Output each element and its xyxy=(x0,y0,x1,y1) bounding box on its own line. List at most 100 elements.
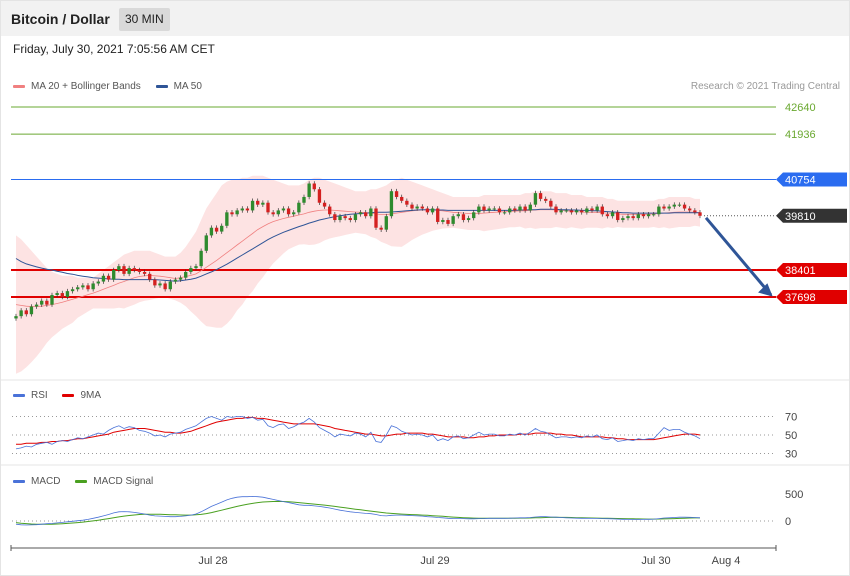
rsi-line xyxy=(15,416,701,450)
candle-body xyxy=(358,212,363,215)
x-tick-label: Jul 29 xyxy=(420,555,449,567)
candle-body xyxy=(379,227,383,230)
candle-body xyxy=(45,300,49,305)
candle-body xyxy=(466,218,471,221)
candle-body xyxy=(502,212,507,214)
candle-body xyxy=(667,206,671,209)
candle-body xyxy=(446,220,450,224)
signal-swatch xyxy=(75,479,88,483)
macd-legend-label: MACD xyxy=(31,476,61,487)
x-tick-label: Aug 4 xyxy=(712,555,741,567)
candle-body xyxy=(214,227,219,232)
candle-body xyxy=(595,206,599,211)
candle-body xyxy=(477,206,481,213)
candle-body xyxy=(322,202,327,207)
candle-body xyxy=(384,216,388,230)
candle-body xyxy=(281,208,286,211)
candle-body xyxy=(554,206,558,213)
level-tag-last-price xyxy=(776,208,847,223)
candle-body xyxy=(600,206,604,215)
forecast-arrow-shaft xyxy=(704,216,773,296)
candle-body xyxy=(508,208,512,213)
ma9-swatch xyxy=(62,393,75,397)
level-tag-support xyxy=(776,290,847,304)
candle-body xyxy=(65,291,70,297)
candle-body xyxy=(312,183,316,190)
candle-body xyxy=(225,212,229,226)
candle-body xyxy=(528,204,532,211)
timeframe-badge[interactable]: 30 MIN xyxy=(119,8,170,31)
candle-body xyxy=(657,206,661,215)
candle-body xyxy=(230,212,234,215)
macd-line xyxy=(15,495,701,526)
candle-body xyxy=(292,212,296,215)
candle-body xyxy=(271,212,275,215)
candle-body xyxy=(698,212,702,216)
x-tick-label: Jul 28 xyxy=(198,555,227,567)
rsi-legend: RSI 9MA xyxy=(13,390,101,401)
candle-body xyxy=(117,266,121,271)
candle-body xyxy=(564,210,568,212)
candle-body xyxy=(168,281,172,290)
candle-body xyxy=(199,250,203,267)
candle-body xyxy=(276,210,280,215)
candle-body xyxy=(688,208,692,211)
candle-body xyxy=(70,289,75,292)
candle-body xyxy=(544,198,548,201)
candle-body xyxy=(132,268,136,271)
candle-body xyxy=(261,202,265,205)
candle-body xyxy=(364,212,368,217)
candle-body xyxy=(245,208,250,211)
candle-body xyxy=(523,206,527,211)
ma50-legend-label: MA 50 xyxy=(173,81,202,92)
candle-body xyxy=(60,293,64,297)
candle-body xyxy=(101,275,106,282)
candle-body xyxy=(559,210,563,213)
candle-body xyxy=(682,204,687,209)
candle-body xyxy=(415,206,419,209)
candle-body xyxy=(569,210,574,213)
candle-body xyxy=(394,191,399,197)
candle-body xyxy=(122,266,126,274)
rsi-legend-label: RSI xyxy=(31,390,48,401)
candle-body xyxy=(302,196,306,203)
rsi-swatch xyxy=(13,393,25,397)
candle-body xyxy=(492,208,496,210)
candle-body xyxy=(405,200,409,205)
candle-body xyxy=(610,212,615,217)
ma9-legend-label: 9MA xyxy=(80,390,102,401)
signal-legend-label: MACD Signal xyxy=(93,476,154,487)
candle-body xyxy=(652,214,656,216)
candle-body xyxy=(173,279,178,282)
rsi-tick-label: 30 xyxy=(785,449,797,461)
candle-body xyxy=(153,279,157,286)
candle-body xyxy=(369,208,373,217)
candle-body xyxy=(235,210,239,215)
level-tag-support xyxy=(776,262,847,277)
macd-swatch xyxy=(13,479,25,483)
candle-body xyxy=(338,216,342,221)
candle-body xyxy=(482,206,486,211)
candle-body xyxy=(91,283,95,290)
candle-body xyxy=(50,295,54,305)
candle-body xyxy=(220,225,224,232)
ma20-swatch xyxy=(13,84,25,88)
level-label-40754: 40754 xyxy=(785,175,816,187)
candle-body xyxy=(580,210,584,213)
candle-body xyxy=(538,193,543,199)
candle-body xyxy=(55,293,59,296)
candle-body xyxy=(19,310,23,317)
main-legend: MA 20 + Bollinger Bands MA 50 xyxy=(13,81,202,92)
candle-body xyxy=(256,200,260,205)
macd-tick-label: 0 xyxy=(785,516,791,528)
candle-body xyxy=(497,208,502,213)
candle-body xyxy=(209,227,214,236)
candle-body xyxy=(112,270,116,280)
credit-text: Research © 2021 Trading Central xyxy=(690,81,840,92)
candle-body xyxy=(40,300,44,305)
timestamp: Friday, July 30, 2021 7:05:56 AM CET xyxy=(13,42,215,56)
rsi-tick-label: 50 xyxy=(785,430,797,442)
bollinger-band-area xyxy=(16,175,700,374)
candle-body xyxy=(513,208,517,211)
candle-body xyxy=(456,214,460,217)
